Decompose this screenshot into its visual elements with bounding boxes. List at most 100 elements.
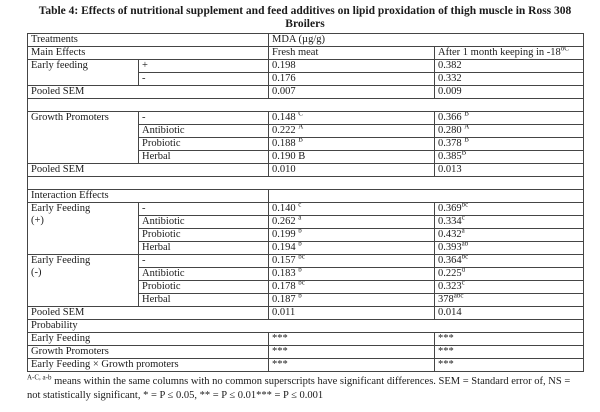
cell-superscript: bc (461, 202, 469, 209)
table-cell: 0.013 (433, 163, 585, 177)
table-cell: Growth Promoters (27, 111, 139, 164)
table-title-line2: Broilers (285, 17, 325, 30)
table-row (26, 98, 585, 112)
table-cell: Early Feeding × Growth promoters (27, 358, 269, 372)
table-cell: Early feeding (27, 59, 139, 86)
cell-superscript: abc (453, 293, 464, 300)
cell-superscript: d (461, 267, 466, 274)
table-cell: *** (433, 358, 585, 372)
table-cell: Early Feeding (-) (27, 254, 139, 307)
cell-superscript: b (298, 228, 302, 235)
table-cell: - (138, 202, 269, 216)
footnote-superscript-prefix: A-C, a-b (27, 373, 52, 382)
table-row: -0.176 0.332 (28, 72, 585, 86)
table-cell: 0.280 A (433, 124, 585, 138)
table-cell: *** (268, 332, 435, 346)
table-cell: 0.007 (268, 85, 435, 99)
table-title-line1: Table 4: Effects of nutritional suppleme… (38, 5, 572, 17)
footnote-line1: A-C, a-b means within the same columns w… (27, 373, 583, 389)
table-cell: 378abc (433, 293, 585, 307)
table-cell: 0.323c (433, 280, 585, 294)
footnote-line1-text: means within the same columns with no co… (51, 376, 571, 387)
cell-superscript: A (464, 124, 470, 131)
table-cell: 0.432a (433, 228, 585, 242)
results-table-body: Treatments MDA (µg/g) Main Effects Fresh me… (26, 33, 585, 372)
table-cell: Antibiotic (138, 215, 269, 229)
table-cell: Main Effects (27, 46, 269, 60)
table-row: Early feeding +0.198 0.382 (27, 59, 585, 86)
table-row: Interaction Effects (27, 189, 585, 203)
table-cell: Pooled SEM (27, 163, 269, 177)
table-cell: Probiotic (138, 228, 269, 242)
table-cell: 0.010 (268, 163, 435, 177)
table-cell: 0.187 b (268, 293, 435, 307)
table-row: Early Feeding *** *** (27, 332, 585, 346)
cell-superscript: bc (298, 254, 305, 261)
table-cell: 0.199 b (268, 228, 435, 242)
table-cell: Antibiotic (138, 267, 269, 281)
table-cell: Interaction Effects (27, 189, 269, 203)
table-row: Pooled SEM 0.010 0.013 (27, 163, 585, 177)
table-cell: 0.378 B (433, 137, 585, 151)
table-row: Pooled SEM 0.011 0.014 (27, 306, 585, 320)
table-cell: 0.190 B (268, 150, 435, 164)
table-cell: 0.366 B (433, 111, 585, 125)
table-cell (267, 189, 585, 203)
table-row: Early Feeding (-) -0.157 bc 0.364bc (27, 254, 585, 307)
cell-superscript: c (461, 280, 465, 287)
cell-superscript: b (298, 293, 302, 300)
table-cell: Probiotic (138, 137, 269, 151)
table-cell: *** (268, 345, 435, 359)
cell-superscript: c (461, 215, 465, 222)
table-cell: 0.364bc (433, 254, 585, 268)
table-cell: 0.011 (268, 306, 435, 320)
table-cell: Herbal (138, 241, 269, 255)
footnote: A-C, a-b means within the same columns w… (27, 373, 583, 402)
table-cell: 0.222 A (268, 124, 435, 138)
cell-superscript: C (298, 111, 303, 118)
table-cell: 0.382 (433, 59, 585, 73)
table-cell: 0.009 (433, 85, 585, 99)
table-cell: Antibiotic (138, 124, 269, 138)
cell-superscript: B (464, 111, 469, 118)
table-cell: 0.188 B (268, 137, 435, 151)
table-row: Early Feeding × Growth promoters *** *** (27, 358, 585, 372)
cell-superscript: B (464, 137, 469, 144)
table-cell: 0.225d (433, 267, 585, 281)
footnote-line2: not statistically significant, * = P ≤ 0… (27, 389, 324, 401)
cell-superscript: a (298, 215, 302, 222)
table-cell: 0.198 (268, 59, 435, 73)
table-cell: 0.183 b (268, 267, 435, 281)
table-row: Growth Promoters *** *** (27, 345, 585, 359)
table-row: Treatments MDA (µg/g) (27, 33, 585, 47)
table-row: Early Feeding (+) -0.140 c 0.369bc (27, 202, 585, 255)
table-cell: 0.332 (433, 72, 585, 86)
results-table: Treatments MDA (µg/g) Main Effects Fresh me… (26, 33, 585, 372)
table-cell (26, 98, 585, 112)
table-cell: After 1 month keeping in -18oC (433, 46, 585, 60)
table-cell: 0.194 b (268, 241, 435, 255)
table-cell: Pooled SEM (27, 85, 269, 99)
cell-superscript: bc (461, 254, 469, 261)
cell-superscript: oC (560, 46, 569, 53)
cell-superscript: a (461, 228, 465, 235)
table-cell: 0.014 (433, 306, 585, 320)
table-cell: - (138, 254, 269, 268)
table-cell: Probability (26, 319, 585, 333)
table-cell: 0.369bc (433, 202, 585, 216)
table-row: Probability (26, 319, 585, 333)
cell-superscript: bc (298, 280, 305, 287)
table-cell: Fresh meat (268, 46, 435, 60)
table-cell: 0.385B (433, 150, 585, 164)
table-cell (26, 176, 585, 190)
table-cell: Pooled SEM (27, 306, 269, 320)
table-cell: 0.393ab (433, 241, 585, 255)
cell-superscript: c (298, 202, 302, 209)
table-cell: 0.176 (268, 72, 435, 86)
table-cell: 0.140 c (268, 202, 435, 216)
table-title: Table 4: Effects of nutritional suppleme… (27, 5, 583, 30)
cell-superscript: ab (461, 241, 469, 248)
table-cell: Herbal (138, 150, 269, 164)
table-cell: - (138, 111, 269, 125)
